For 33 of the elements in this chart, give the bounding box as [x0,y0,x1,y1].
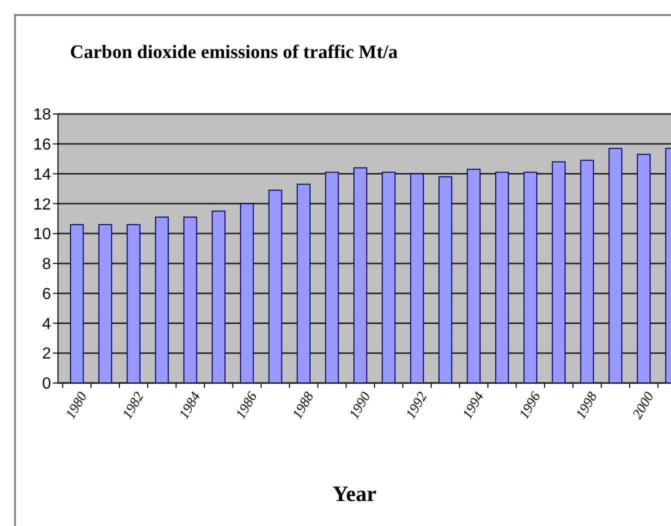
bar [353,167,368,384]
y-tick-label: 0 [42,376,52,393]
y-tick-label: 10 [33,226,52,244]
bar [608,148,622,384]
y-tick-label: 18 [33,106,52,124]
x-axis-title: Year [332,481,377,506]
bar [126,224,140,384]
y-tick-label: 4 [42,316,52,333]
bar [580,160,594,384]
y-tick-label: 12 [33,196,52,214]
bar [98,224,112,384]
bar [325,172,339,384]
bar [296,184,311,384]
bar [495,172,509,384]
bar [212,210,226,384]
bar [466,168,481,384]
bar [410,173,424,384]
bar [268,190,282,384]
bar [183,216,198,384]
bar [240,203,254,384]
chart-title: Carbon dioxide emissions of traffic Mt/a [70,42,398,63]
bar [524,172,538,384]
bar [382,172,396,384]
y-tick-label: 6 [42,286,52,303]
y-tick-label: 16 [33,136,52,154]
bar [552,161,566,384]
y-tick-label: 14 [33,166,52,184]
bar [636,154,651,384]
bar [155,216,169,384]
y-tick-label: 8 [42,256,52,274]
y-tick-label: 2 [42,346,52,363]
bar [438,176,452,384]
bar [70,224,84,384]
